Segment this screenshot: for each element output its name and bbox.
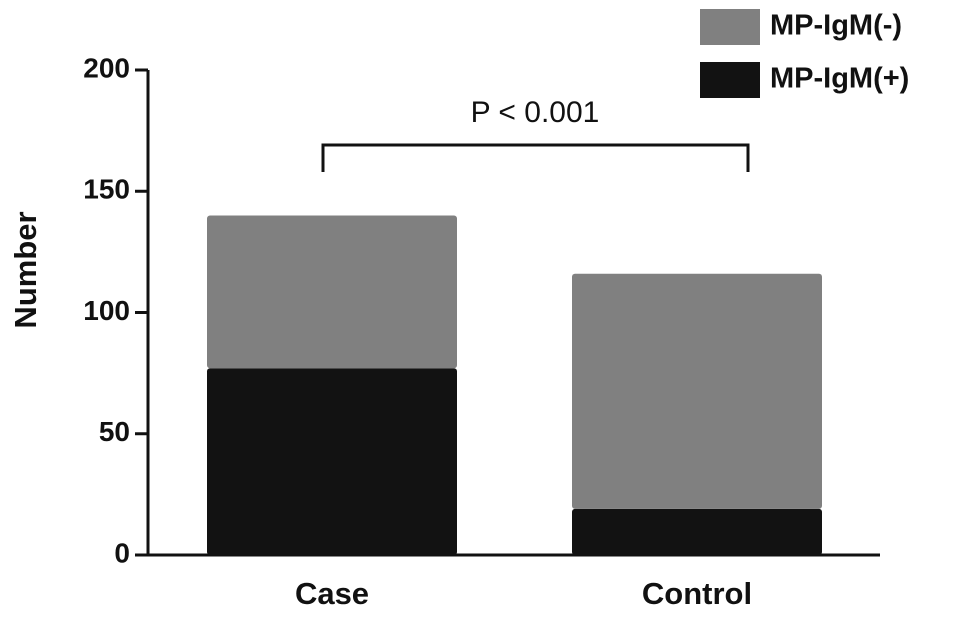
y-tick-label: 200 xyxy=(83,52,130,83)
bar-segment xyxy=(207,368,457,555)
legend-label: MP-IgM(+) xyxy=(770,63,909,95)
y-tick-label: 100 xyxy=(83,295,130,326)
legend-swatch xyxy=(700,62,760,98)
bar-segment xyxy=(572,273,822,509)
y-axis-label: Number xyxy=(8,211,43,328)
x-tick-label: Case xyxy=(295,576,369,611)
y-tick-label: 150 xyxy=(83,174,130,205)
annotation: P < 0.001 xyxy=(471,96,600,129)
legend-swatch xyxy=(700,9,760,45)
significance-bracket xyxy=(321,143,750,172)
x-tick-label: Control xyxy=(642,576,752,611)
bar-segment xyxy=(207,215,457,369)
bar-segment xyxy=(572,508,822,555)
legend-label: MP-IgM(-) xyxy=(770,10,902,42)
y-tick-label: 0 xyxy=(114,537,130,568)
y-tick-label: 50 xyxy=(99,416,130,447)
